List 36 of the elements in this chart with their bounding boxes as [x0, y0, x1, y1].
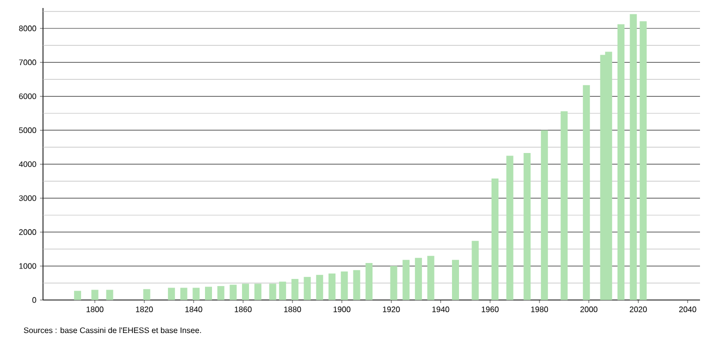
bar: [143, 289, 150, 300]
bar: [540, 130, 548, 300]
bar: [91, 290, 98, 300]
bar: [452, 260, 459, 300]
bar: [492, 178, 499, 300]
bar: [254, 284, 262, 300]
bar: [168, 288, 175, 300]
bar: [180, 288, 188, 300]
bar: [582, 85, 590, 300]
bar: [291, 278, 298, 300]
bar: [524, 152, 531, 300]
bar: [106, 290, 114, 300]
bar: [279, 282, 286, 300]
bar: [340, 271, 348, 300]
bar: [230, 284, 237, 300]
bar: [390, 266, 398, 300]
bar: [192, 288, 200, 300]
bar: [414, 258, 422, 300]
bar: [204, 286, 212, 300]
bar: [506, 156, 514, 300]
bar: [242, 284, 250, 300]
bar: [402, 260, 410, 300]
bar: [269, 284, 276, 300]
bar: [304, 276, 311, 300]
bar: [74, 290, 82, 300]
bar: [560, 111, 568, 300]
bar: [630, 14, 637, 300]
bar: [366, 262, 373, 300]
bar: [353, 270, 360, 300]
bar: [427, 256, 434, 300]
bar: [328, 274, 336, 300]
bar: [640, 21, 647, 300]
bar: [217, 286, 224, 300]
bar: [316, 274, 324, 300]
bar: [472, 240, 479, 300]
bar: [617, 24, 624, 300]
